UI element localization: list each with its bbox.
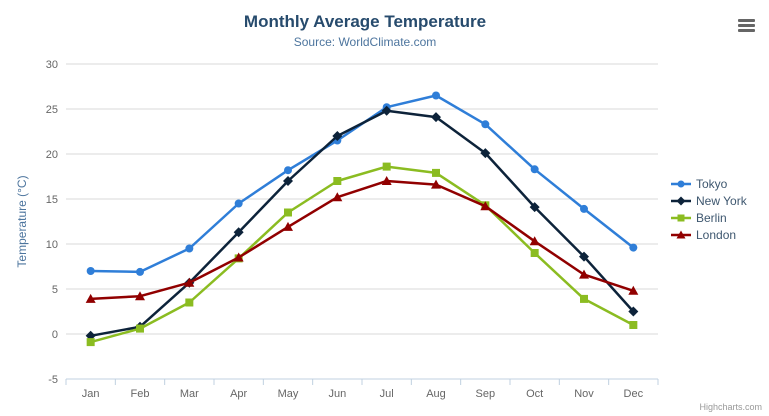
legend-label: Berlin — [696, 210, 727, 225]
svg-text:Nov: Nov — [574, 388, 594, 400]
legend-item-tokyo[interactable]: Tokyo — [671, 175, 747, 192]
series-new-york — [85, 105, 639, 341]
hamburger-menu-icon — [738, 24, 755, 27]
svg-text:Aug: Aug — [426, 388, 446, 400]
svg-text:Feb: Feb — [131, 388, 150, 400]
svg-text:20: 20 — [46, 149, 58, 161]
diamond-series-marker-icon — [671, 196, 691, 205]
svg-text:Jun: Jun — [328, 388, 346, 400]
legend-item-london[interactable]: London — [671, 226, 747, 243]
highcharts-credit-link[interactable]: Highcharts.com — [699, 402, 762, 412]
legend-item-new-york[interactable]: New York — [671, 192, 747, 209]
hamburger-menu-icon — [738, 29, 755, 32]
svg-text:15: 15 — [46, 194, 58, 206]
svg-text:Sep: Sep — [476, 388, 496, 400]
square-series-marker-icon — [671, 214, 691, 221]
legend-label: London — [696, 227, 737, 242]
svg-text:Mar: Mar — [180, 388, 199, 400]
legend-label: New York — [696, 193, 747, 208]
legend-item-berlin[interactable]: Berlin — [671, 209, 747, 226]
svg-text:Oct: Oct — [526, 388, 543, 400]
chart-legend: Tokyo New York Berlin London — [671, 175, 747, 243]
svg-text:Temperature (°C): Temperature (°C) — [15, 175, 29, 267]
legend-label: Tokyo — [696, 176, 728, 191]
series-london — [85, 176, 639, 303]
svg-text:30: 30 — [46, 59, 58, 71]
svg-text:Jan: Jan — [82, 388, 100, 400]
svg-text:0: 0 — [52, 329, 58, 341]
svg-text:25: 25 — [46, 104, 58, 116]
chart-subtitle: Source: WorldClimate.com — [293, 35, 437, 49]
svg-text:5: 5 — [52, 284, 58, 296]
circle-series-marker-icon — [671, 180, 691, 187]
svg-text:-5: -5 — [48, 374, 58, 386]
export-menu-button[interactable] — [738, 19, 755, 32]
hamburger-menu-icon — [738, 19, 755, 22]
series-tokyo — [86, 91, 638, 276]
svg-text:Jul: Jul — [380, 388, 394, 400]
chart-title: Monthly Average Temperature — [243, 12, 487, 31]
svg-text:May: May — [278, 388, 299, 400]
triangle-series-marker-icon — [671, 230, 691, 238]
svg-text:10: 10 — [46, 239, 58, 251]
svg-text:Dec: Dec — [624, 388, 644, 400]
svg-text:Apr: Apr — [230, 388, 247, 400]
